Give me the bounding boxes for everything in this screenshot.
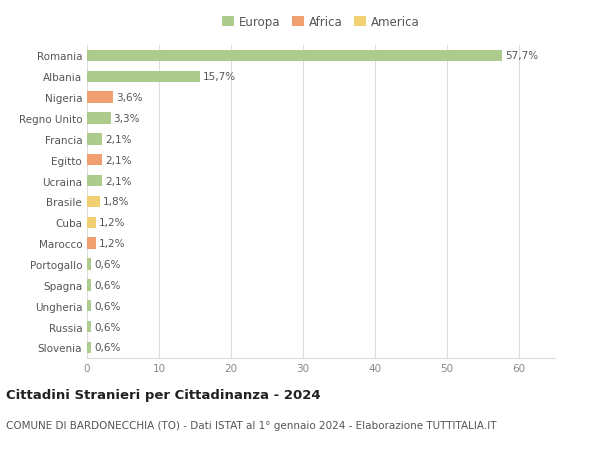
Bar xyxy=(87,175,102,187)
Text: Cittadini Stranieri per Cittadinanza - 2024: Cittadini Stranieri per Cittadinanza - 2… xyxy=(6,388,320,401)
Bar xyxy=(87,72,200,83)
Bar xyxy=(87,50,502,62)
Text: 3,6%: 3,6% xyxy=(116,93,142,103)
Bar xyxy=(87,155,102,166)
Legend: Europa, Africa, America: Europa, Africa, America xyxy=(218,11,424,34)
Text: 0,6%: 0,6% xyxy=(94,259,121,269)
Bar xyxy=(87,196,100,207)
Text: COMUNE DI BARDONECCHIA (TO) - Dati ISTAT al 1° gennaio 2024 - Elaborazione TUTTI: COMUNE DI BARDONECCHIA (TO) - Dati ISTAT… xyxy=(6,420,497,430)
Text: 3,3%: 3,3% xyxy=(113,114,140,124)
Text: 2,1%: 2,1% xyxy=(105,134,131,145)
Bar xyxy=(87,217,95,229)
Bar xyxy=(87,238,95,249)
Text: 0,6%: 0,6% xyxy=(94,280,121,290)
Text: 2,1%: 2,1% xyxy=(105,176,131,186)
Text: 0,6%: 0,6% xyxy=(94,322,121,332)
Bar xyxy=(87,280,91,291)
Text: 2,1%: 2,1% xyxy=(105,155,131,165)
Bar xyxy=(87,259,91,270)
Bar xyxy=(87,113,111,124)
Text: 1,2%: 1,2% xyxy=(98,218,125,228)
Bar xyxy=(87,342,91,353)
Bar xyxy=(87,300,91,312)
Bar xyxy=(87,134,102,145)
Text: 15,7%: 15,7% xyxy=(203,72,236,82)
Bar xyxy=(87,92,113,104)
Text: 57,7%: 57,7% xyxy=(505,51,538,62)
Text: 0,6%: 0,6% xyxy=(94,301,121,311)
Text: 1,2%: 1,2% xyxy=(98,239,125,249)
Bar xyxy=(87,321,91,332)
Text: 1,8%: 1,8% xyxy=(103,197,130,207)
Text: 0,6%: 0,6% xyxy=(94,342,121,353)
